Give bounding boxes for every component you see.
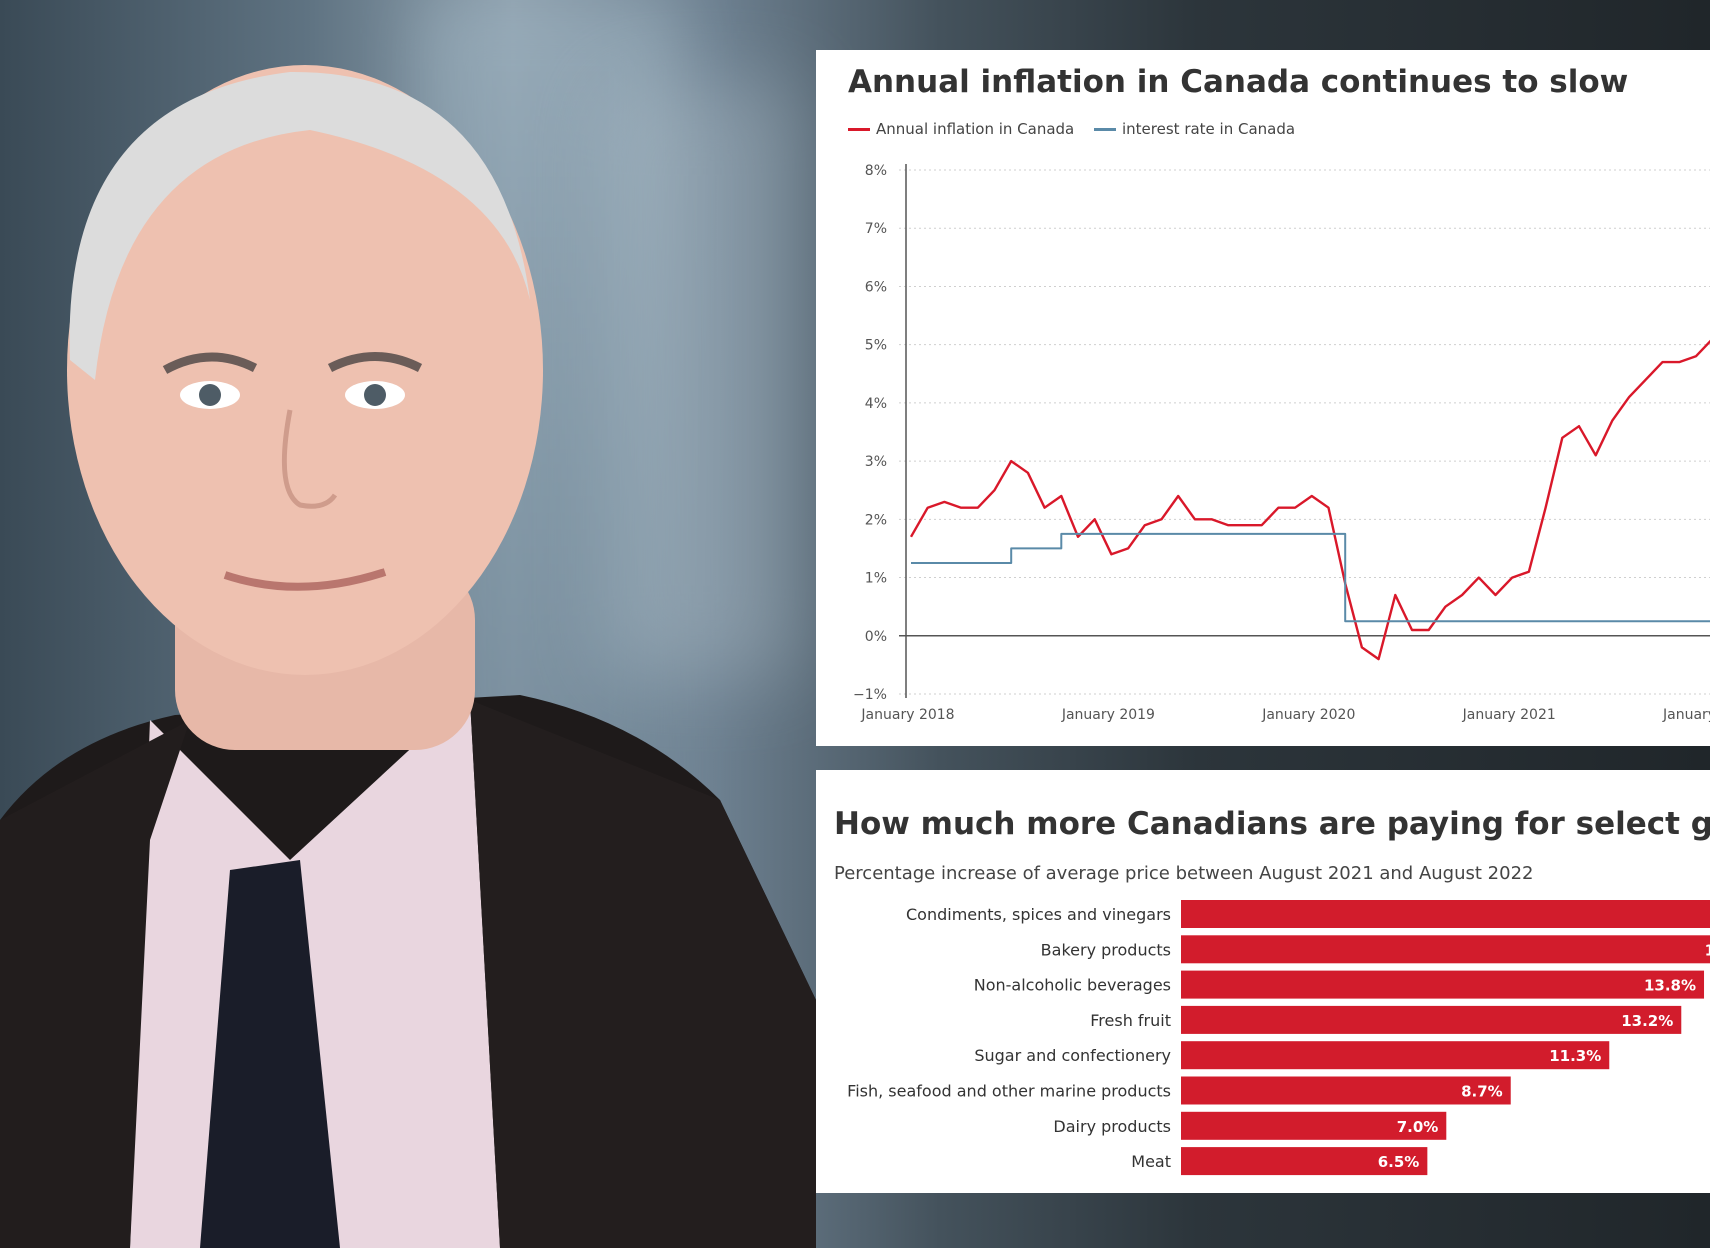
x-tick-label: January 2020 [1261,707,1355,723]
bar [1181,1111,1447,1140]
bar [1181,1005,1682,1034]
inflation-chart-panel: Annual inflation in Canada continues to … [816,50,1710,746]
groceries-bar-chart: Condiments, spices and vinegars19.2%Bake… [847,900,1710,1176]
bar [1181,900,1710,928]
bar-category-label: Dairy products [1053,1117,1171,1136]
x-tick-label: January 2021 [1462,707,1556,723]
y-tick-label: 5% [865,338,887,354]
legend-label-inflation: Annual inflation in Canada [876,120,1075,138]
y-tick-label: 0% [865,629,887,645]
bar-category-label: Bakery products [1041,940,1171,959]
y-tick-label: −1% [853,687,887,703]
bar [1181,1076,1511,1105]
groceries-chart-subtitle: Percentage increase of average price bet… [834,863,1534,884]
bar [1181,1147,1428,1176]
bar-category-label: Non-alcoholic beverages [974,976,1171,995]
inflation-chart-title: Annual inflation in Canada continues to … [848,64,1629,100]
bar-value-label: 6.5% [1378,1153,1420,1171]
bar-value-label: 8.7% [1461,1083,1503,1101]
series-line-inflation [909,339,1710,661]
bar-value-label: 13.2% [1621,1012,1673,1030]
bar-category-label: Fish, seafood and other marine products [847,1082,1171,1101]
inflation-line-chart: 8% 7% 6% 5% 4% 3% 2% 1% 0% −1% January 2018 January… [853,163,1710,723]
legend-swatch-interest [1094,127,1116,131]
bar-category-label: Sugar and confectionery [974,1046,1171,1065]
x-tick-label: January 2019 [1061,707,1155,723]
series-line-interest [911,532,1710,623]
bar-category-label: Meat [1131,1152,1171,1171]
bar [1181,1041,1610,1070]
y-tick-label: 2% [865,512,887,528]
groceries-chart-title: How much more Canadians are paying for s… [834,806,1710,842]
bar [1181,935,1710,964]
y-tick-label: 4% [865,396,887,412]
legend-label-interest: interest rate in Canada [1122,120,1296,138]
bar-category-label: Fresh fruit [1090,1011,1171,1030]
y-tick-label: 6% [865,279,887,295]
legend-inflation: Annual inflation in Canada [848,120,1074,138]
x-tick-label: January 2022 [1662,707,1710,723]
groceries-chart-panel: How much more Canadians are paying for s… [816,770,1710,1193]
bar-value-label: 13.8% [1644,977,1696,995]
legend-swatch-inflation [848,127,870,131]
legend-interest: interest rate in Canada [1094,120,1295,138]
x-tick-label: January 2018 [860,707,954,723]
bar-category-label: Condiments, spices and vinegars [906,905,1171,924]
y-tick-label: 8% [865,163,887,179]
bar [1181,970,1705,999]
bar-value-label: 11.3% [1549,1047,1601,1065]
bar-value-label: 15.4% [1705,941,1710,959]
y-tick-label: 7% [865,221,887,237]
bar-value-label: 7.0% [1397,1118,1439,1136]
y-tick-label: 1% [865,571,887,587]
y-tick-label: 3% [865,454,887,470]
person-photo [0,65,816,1248]
